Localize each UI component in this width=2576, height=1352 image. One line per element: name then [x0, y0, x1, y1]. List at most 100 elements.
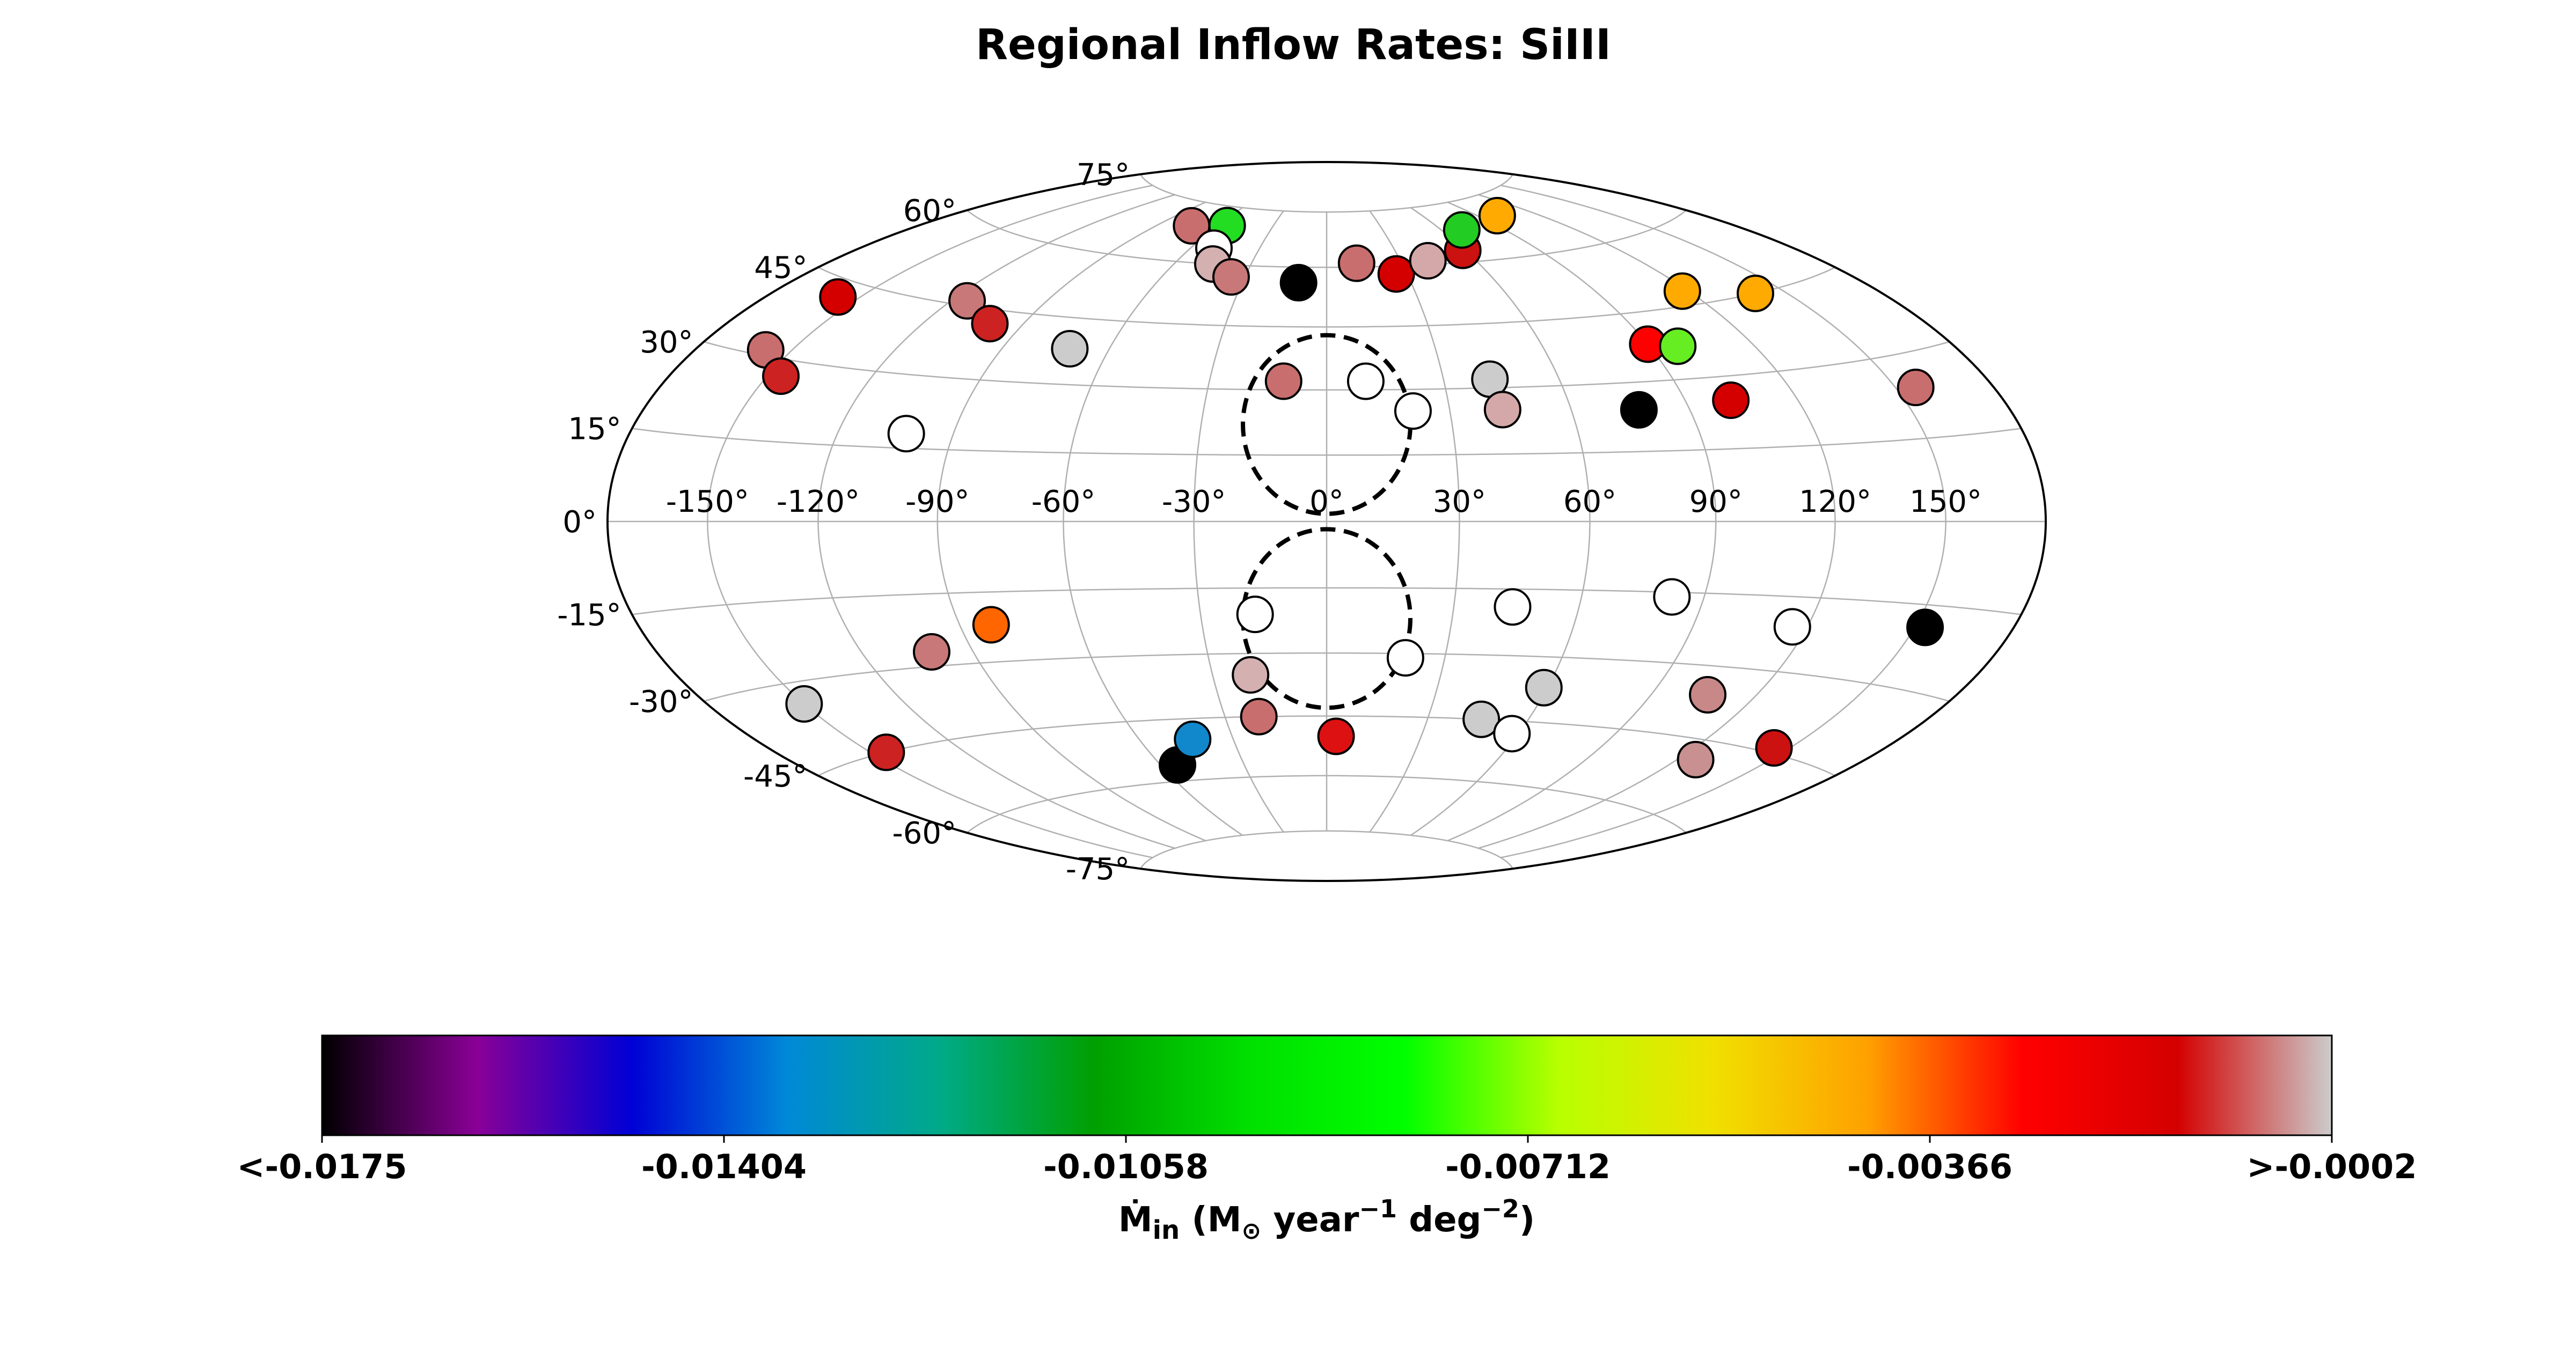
data-point	[1409, 242, 1447, 280]
longitude-gridline	[1447, 201, 1717, 842]
data-point	[785, 685, 823, 723]
colorbar-tick-label: >-0.0002	[2247, 1147, 2417, 1186]
x-tick-label: -120°	[777, 484, 860, 519]
map-boundary	[606, 160, 2047, 883]
colorbar: <-0.0175 -0.01404 -0.01058 -0.00712 -0.0…	[237, 1034, 2417, 1245]
y-tick-label: 60°	[903, 194, 956, 229]
data-point	[1174, 721, 1212, 759]
y-tick-label: -45°	[743, 759, 807, 794]
colorbar-label-part: deg	[1397, 1200, 1481, 1240]
y-tick-label: -75°	[1066, 852, 1130, 887]
data-point	[1663, 272, 1701, 310]
x-tick-label: -90°	[905, 484, 969, 519]
chart-title: Regional Inflow Rates: SiIII	[976, 21, 1611, 69]
colorbar-tick-label: -0.00712	[1445, 1147, 1611, 1186]
colorbar-label-superscript: −1	[1359, 1194, 1397, 1223]
data-point	[1279, 263, 1318, 302]
data-point	[1659, 327, 1697, 365]
data-point	[1906, 608, 1944, 646]
data-point	[762, 357, 800, 395]
data-point	[1337, 244, 1375, 282]
y-tick-label: -30°	[629, 685, 693, 719]
longitude-tick-labels: -150° -120° -90° -60° -30° 0° 30° 60° 90…	[666, 484, 1982, 519]
x-tick-label: 30°	[1433, 484, 1486, 519]
colorbar-ticks: <-0.0175 -0.01404 -0.01058 -0.00712 -0.0…	[237, 1135, 2417, 1186]
x-tick-label: 120°	[1799, 484, 1871, 519]
data-point	[1755, 729, 1793, 767]
colorbar-label-sun: ⊙	[1241, 1217, 1261, 1245]
sky-map: -150° -120° -90° -60° -30° 0° 30° 60° 90…	[557, 158, 2047, 887]
latitude-tick-labels: 75° 60° 45° 30° 15° 0° -15° -30° -45° -6…	[557, 158, 1130, 887]
data-point	[1317, 717, 1355, 755]
data-point	[1386, 639, 1424, 677]
x-tick-label: -150°	[666, 484, 749, 519]
data-point	[819, 278, 857, 316]
data-point	[1677, 740, 1715, 778]
data-point	[1525, 668, 1563, 707]
data-point	[1443, 211, 1481, 249]
data-point	[887, 415, 925, 453]
longitude-gridline	[1063, 207, 1243, 836]
colorbar-tick-label: <-0.0175	[237, 1147, 407, 1186]
colorbar-label-part: (M	[1180, 1200, 1241, 1240]
x-tick-label: 0°	[1309, 484, 1344, 519]
colorbar-label: Ṁin (M⊙ year−1 deg−2)	[1118, 1194, 1535, 1245]
y-tick-label: 0°	[562, 505, 597, 540]
data-point	[1689, 675, 1727, 714]
longitude-gridline	[936, 201, 1206, 842]
data-point	[1493, 715, 1531, 753]
data-point	[1394, 392, 1432, 430]
y-tick-label: 45°	[754, 251, 807, 285]
x-tick-label: -60°	[1031, 484, 1095, 519]
y-tick-label: -60°	[892, 816, 956, 851]
data-point	[1462, 700, 1501, 738]
data-point	[1620, 391, 1658, 429]
data-point	[1478, 196, 1516, 234]
x-tick-label: 60°	[1563, 484, 1616, 519]
longitude-gridline	[1501, 185, 1946, 858]
colorbar-tick-label: -0.00366	[1847, 1147, 2012, 1186]
y-tick-label: 75°	[1077, 158, 1130, 193]
data-point	[1897, 369, 1935, 407]
longitude-gridline	[1193, 210, 1284, 833]
data-point	[1712, 381, 1750, 420]
data-point	[1264, 362, 1302, 400]
graticule	[608, 174, 2046, 869]
colorbar-label-superscript: −2	[1481, 1194, 1519, 1223]
data-point	[1773, 608, 1811, 646]
data-point	[1346, 362, 1385, 400]
y-tick-label: 30°	[640, 325, 693, 360]
colorbar-label-subscript: in	[1153, 1215, 1180, 1245]
data-point	[1736, 274, 1774, 312]
longitude-gridline	[1369, 210, 1460, 833]
data-point	[912, 633, 950, 671]
colorbar-tick-label: -0.01058	[1043, 1147, 1209, 1186]
data-point	[948, 282, 986, 320]
longitude-gridline	[817, 194, 1175, 849]
data-point	[1483, 391, 1521, 429]
data-point	[1494, 588, 1532, 626]
x-tick-label: 90°	[1689, 484, 1743, 519]
colorbar-label-part: )	[1519, 1200, 1535, 1240]
colorbar-label-symbol: Ṁ	[1118, 1199, 1153, 1240]
longitude-gridline	[707, 185, 1153, 858]
data-point	[1232, 656, 1270, 694]
data-point	[867, 733, 905, 771]
data-point	[1377, 255, 1415, 293]
data-point	[1653, 578, 1691, 616]
x-tick-label: -30°	[1162, 484, 1226, 519]
data-point	[1236, 596, 1274, 634]
data-point	[972, 606, 1010, 644]
colorbar-tick-label: -0.01404	[641, 1147, 807, 1186]
x-tick-label: 150°	[1909, 484, 1982, 519]
colorbar-gradient	[321, 1034, 2333, 1136]
data-point	[971, 305, 1009, 343]
colorbar-label-part: year	[1261, 1200, 1359, 1240]
data-point	[1212, 258, 1250, 296]
y-tick-label: 15°	[568, 412, 621, 447]
data-points	[747, 196, 1944, 784]
y-tick-label: -15°	[557, 598, 621, 633]
data-point	[1051, 330, 1089, 368]
data-point	[1240, 697, 1278, 736]
